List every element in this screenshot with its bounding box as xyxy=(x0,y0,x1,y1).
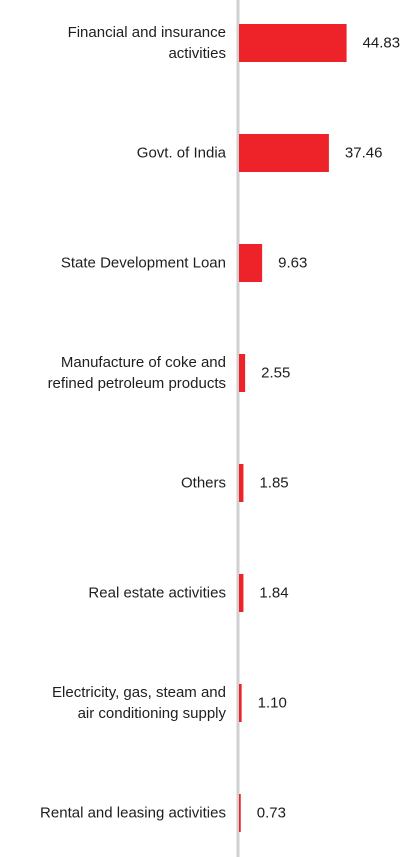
value-label: 44.83 xyxy=(363,35,401,52)
category-label: Govt. of India xyxy=(137,145,227,162)
bars-group xyxy=(239,24,347,832)
category-label: Real estate activities xyxy=(88,585,226,602)
bar xyxy=(239,574,244,612)
value-label: 1.85 xyxy=(259,475,288,492)
bar xyxy=(239,794,241,832)
category-label: Rental and leasing activities xyxy=(40,805,226,822)
bar xyxy=(239,134,329,172)
bar xyxy=(239,464,244,502)
value-label: 1.84 xyxy=(259,585,288,602)
category-label: Others xyxy=(181,475,226,492)
bar xyxy=(239,684,242,722)
category-labels-group: Financial and insurance activities Govt. o… xyxy=(40,24,227,822)
category-label: Financial and insurance activities xyxy=(68,24,226,62)
value-label: 9.63 xyxy=(278,255,307,272)
bar xyxy=(239,354,246,392)
bar xyxy=(239,244,263,282)
category-label: Manufacture of coke and refined petroleum… xyxy=(48,354,226,392)
bar xyxy=(239,24,347,62)
value-label: 37.46 xyxy=(345,145,383,162)
value-label: 2.55 xyxy=(261,365,290,382)
category-label: Electricity, gas, steam and air condition… xyxy=(52,684,226,722)
value-labels-group: 44.83 37.46 9.63 2.55 1.85 1.84 1.10 0.73 xyxy=(257,35,400,822)
value-label: 0.73 xyxy=(257,805,286,822)
value-label: 1.10 xyxy=(258,695,287,712)
category-label: State Development Loan xyxy=(61,255,226,272)
